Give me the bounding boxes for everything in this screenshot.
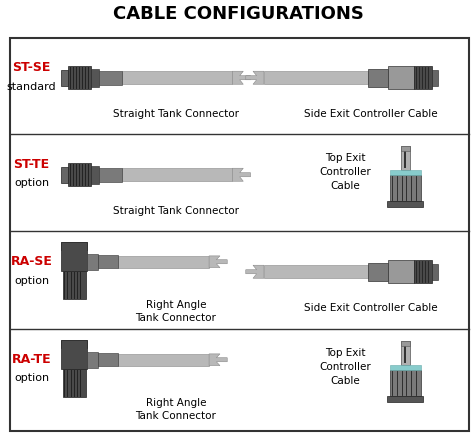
Bar [122,72,232,85]
Text: Straight Tank Connector: Straight Tank Connector [113,205,238,215]
Bar [387,396,423,402]
Text: Top Exit
Controller
Cable: Top Exit Controller Cable [319,347,370,385]
Bar [263,72,367,85]
Bar [387,260,413,284]
Bar [68,67,91,90]
Bar [400,342,409,365]
Text: ST-TE: ST-TE [13,157,50,170]
Bar [403,344,406,363]
Bar [122,169,232,182]
Bar [61,243,87,271]
Bar [87,254,98,270]
Text: ST-SE: ST-SE [12,60,50,73]
Text: RA-TE: RA-TE [11,352,51,365]
Text: Straight Tank Connector: Straight Tank Connector [113,108,238,118]
Bar [62,271,86,300]
Text: option: option [14,178,49,188]
Bar [367,69,387,88]
Text: option: option [14,373,49,383]
Polygon shape [232,72,250,85]
Bar [99,168,122,182]
Text: Side Exit Controller Cable: Side Exit Controller Cable [303,108,436,118]
Bar [367,263,387,281]
Bar [387,67,413,90]
Bar [87,352,98,368]
Text: Right Angle
Tank Connector: Right Angle Tank Connector [135,299,216,322]
Bar [263,266,367,279]
Bar [118,256,208,268]
Polygon shape [208,354,227,366]
Text: Top Exit
Controller
Cable: Top Exit Controller Cable [319,152,370,191]
Text: option: option [14,275,49,285]
Bar [91,166,99,184]
Bar [61,243,87,250]
Polygon shape [245,72,263,85]
Text: Right Angle
Tank Connector: Right Angle Tank Connector [135,397,216,420]
Bar [118,354,208,366]
Bar [389,171,420,175]
Bar [389,365,420,370]
Bar [400,147,409,171]
Text: Side Exit Controller Cable: Side Exit Controller Cable [303,302,436,312]
Polygon shape [245,266,263,279]
Bar [403,149,406,168]
Bar [413,67,431,90]
Bar [61,71,68,86]
Bar [61,168,68,183]
Bar [62,369,86,398]
Polygon shape [232,169,250,182]
Text: RA-SE: RA-SE [10,254,52,267]
Bar [387,201,423,208]
Bar [389,175,420,201]
Bar [61,340,87,348]
Bar [400,342,409,346]
Bar [413,260,431,284]
Bar [431,264,436,280]
Bar [389,370,420,396]
Bar [400,147,409,152]
Bar [431,71,436,86]
Bar [61,340,87,369]
Bar [91,69,99,88]
Bar [68,164,91,187]
Bar [98,353,118,366]
Polygon shape [208,256,227,268]
Text: CABLE CONFIGURATIONS: CABLE CONFIGURATIONS [113,5,364,23]
Bar [98,256,118,269]
Text: standard: standard [7,81,56,91]
Bar [99,72,122,85]
